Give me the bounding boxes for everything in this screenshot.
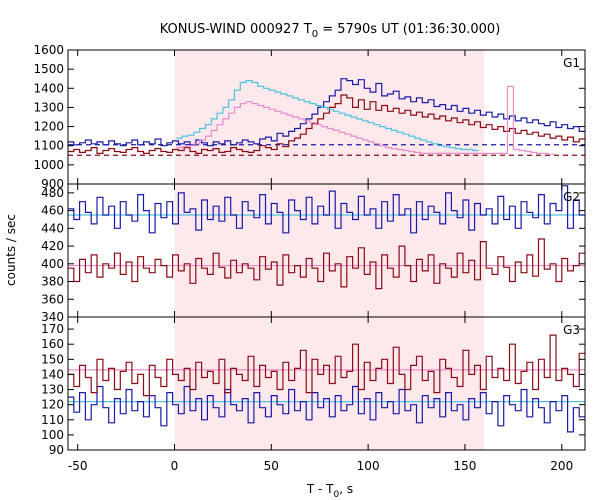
x-tick-label: 200 [550, 459, 573, 473]
panel-frame [67, 316, 586, 451]
x-axis: -50 0 50 100 150 200 [68, 459, 573, 473]
y-tick-label: 340 [41, 310, 64, 324]
y-tick-label: 1200 [33, 120, 64, 134]
y-tick-label: 100 [41, 428, 64, 442]
y-tick-label: 1000 [33, 158, 64, 172]
y-tick-label: 360 [41, 292, 64, 306]
red-series-g2 [68, 238, 585, 290]
panel-label: G1 [563, 56, 580, 70]
x-tick-label: -50 [68, 459, 88, 473]
y-tick-label: 1100 [33, 139, 64, 153]
blue-series-g1 [68, 78, 585, 147]
red-series-g1 [68, 94, 585, 154]
y-tick-label: 160 [41, 337, 64, 351]
panels: 9001000110012001300140015001600G13403603… [33, 43, 586, 473]
panel-label: G3 [563, 323, 580, 337]
x-tick-label: 150 [453, 459, 476, 473]
y-tick-label: 1500 [33, 62, 64, 76]
y-tick-label: 1300 [33, 100, 64, 114]
x-axis-label: T - T0, s [306, 482, 353, 500]
blue-series-g2 [68, 185, 585, 234]
y-tick-label: 170 [41, 322, 64, 336]
pink-series-g1 [176, 85, 554, 155]
x-tick-label: 50 [264, 459, 279, 473]
y-tick-label: 480 [41, 186, 64, 200]
y-tick-label: 420 [41, 239, 64, 253]
y-axis-label: counts / sec [4, 214, 18, 286]
y-tick-label: 130 [41, 383, 64, 397]
panel-g1: 900 1000 1100 1200 1300 1400 1500 1600 G1 [33, 43, 586, 191]
y-tick-label: 440 [41, 221, 64, 235]
y-tick-label: 1400 [33, 81, 64, 95]
y-tick-label: 120 [41, 398, 64, 412]
cyan-series-g1 [176, 80, 479, 152]
red-series-g3 [68, 334, 585, 397]
y-tick-label: 380 [41, 275, 64, 289]
y-tick-label: 90 [49, 443, 64, 457]
chart-title: KONUS-WIND 000927 T0 = 5790s UT (01:36:3… [160, 22, 501, 40]
y-tick-label: 900 [41, 177, 64, 191]
y-tick-label: 460 [41, 204, 64, 218]
y-tick-label: 150 [41, 352, 64, 366]
y-tick-label: 140 [41, 367, 64, 381]
y-tick-label: 110 [41, 413, 64, 427]
y-tick-label: 1600 [33, 43, 64, 57]
x-tick-label: 100 [357, 459, 380, 473]
x-tick-label: 0 [171, 459, 179, 473]
panel-label: G2 [563, 190, 580, 204]
blue-series-g3 [68, 385, 585, 433]
y-tick-label: 400 [41, 257, 64, 271]
